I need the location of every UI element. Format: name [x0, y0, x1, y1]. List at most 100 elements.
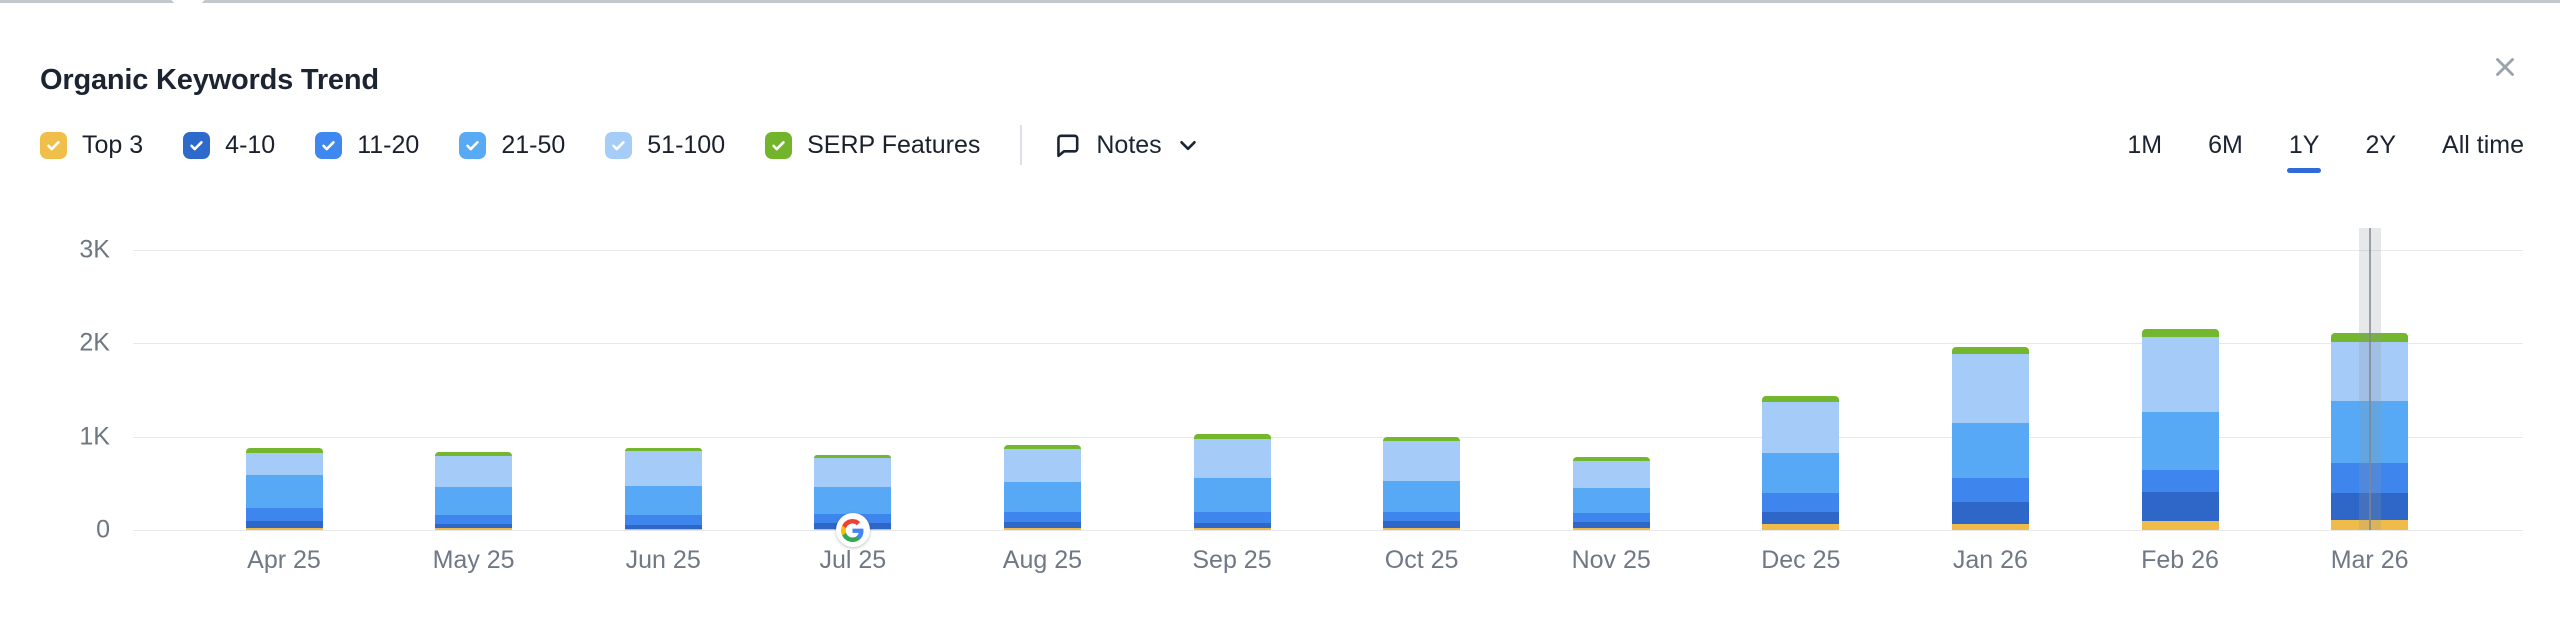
legend-label: SERP Features — [807, 130, 981, 159]
bar-may-25[interactable] — [435, 452, 513, 530]
time-range-1m[interactable]: 1M — [2127, 130, 2163, 159]
time-range-6m[interactable]: 6M — [2208, 130, 2243, 159]
bar-jun-25[interactable] — [624, 447, 702, 530]
checkbox-11-20[interactable] — [315, 131, 343, 159]
google-update-note-marker[interactable] — [835, 513, 870, 547]
hover-crosshair-line — [2368, 228, 2371, 530]
bar-segment-top-3 — [1572, 527, 1650, 530]
bar-segment-11-20 — [435, 515, 513, 524]
bar-segment-top-3 — [1951, 524, 2029, 530]
google-g-icon — [841, 518, 864, 542]
x-axis-tick-aug-25: Aug 25 — [1002, 546, 1083, 574]
legend-item-51-100[interactable]: 51-100 — [605, 131, 725, 160]
x-axis-tick-jan-26: Jan 26 — [1952, 546, 2028, 574]
tooltip-notch — [168, 0, 208, 17]
bar-segment-top-3 — [435, 528, 513, 530]
bar-segment-51-100 — [1762, 401, 1840, 453]
bar-segment-serp-features — [1572, 456, 1650, 461]
checkbox-21-50[interactable] — [459, 131, 487, 159]
notes-dropdown[interactable]: Notes — [1052, 130, 1200, 161]
bar-segment-4-10 — [245, 521, 323, 529]
check-icon — [466, 140, 480, 150]
bar-segment-51-100 — [2141, 336, 2219, 412]
bar-segment-11-20 — [1003, 511, 1081, 522]
legend-item-4-10[interactable]: 4-10 — [183, 131, 275, 160]
bar-segment-21-50 — [2141, 411, 2219, 471]
bar-segment-51-100 — [624, 451, 702, 487]
controls-row: Top 3 4-10 11-20 21-50 51-100 SERP Features N… — [40, 124, 2524, 173]
x-axis-tick-jul-25: Jul 25 — [819, 546, 887, 574]
bar-segment-51-100 — [1572, 460, 1650, 489]
legend-item-serp-features[interactable]: SERP Features — [765, 131, 980, 160]
chevron-down-icon — [1179, 140, 1196, 151]
chart: 0 1K 2K 3K Apr 25 May 25 Jun 25 Jul 25 Aug 25 Sep… — [0, 228, 2560, 621]
bar-segment-serp-features — [1762, 395, 1840, 402]
bar-segment-4-10 — [1951, 502, 2029, 525]
x-axis-tick-nov-25: Nov 25 — [1571, 546, 1651, 574]
bar-segment-4-10 — [435, 523, 513, 529]
check-icon — [322, 140, 335, 150]
bar-segment-serp-features — [435, 452, 513, 456]
legend-item-21-50[interactable]: 21-50 — [459, 131, 565, 160]
bar-aug-25[interactable] — [1003, 444, 1081, 530]
legend-divider — [1020, 125, 1023, 165]
check-icon — [190, 140, 203, 150]
bar-segment-serp-features — [2141, 328, 2219, 337]
bar-segment-51-100 — [1383, 441, 1461, 481]
bar-segment-4-10 — [624, 524, 702, 529]
time-range-2y[interactable]: 2Y — [2365, 130, 2397, 159]
close-button[interactable] — [2490, 52, 2520, 82]
bar-segment-11-20 — [245, 508, 323, 522]
bar-segment-11-20 — [1572, 512, 1650, 522]
gridline-1k — [133, 436, 2523, 438]
bar-segment-21-50 — [245, 475, 323, 509]
time-range-1y[interactable]: 1Y — [2286, 130, 2322, 173]
y-axis-tick: 1K — [79, 422, 110, 451]
gridline-0 — [133, 530, 2523, 531]
bar-segment-11-20 — [2141, 470, 2219, 493]
bar-segment-serp-features — [624, 447, 702, 452]
y-axis-tick: 2K — [79, 328, 110, 357]
legend-item-top-3[interactable]: Top 3 — [40, 131, 143, 160]
panel-top-border — [0, 0, 2560, 3]
bar-segment-21-50 — [1383, 480, 1461, 512]
bar-segment-4-10 — [1572, 521, 1650, 528]
bar-dec-25[interactable] — [1762, 395, 1840, 530]
time-range-all-time[interactable]: All time — [2442, 130, 2524, 159]
legend-label: 21-50 — [501, 130, 566, 159]
bar-segment-serp-features — [1193, 434, 1271, 439]
bar-segment-4-10 — [1762, 511, 1840, 525]
checkbox-top-3[interactable] — [40, 131, 67, 159]
bar-segment-top-3 — [1762, 524, 1840, 530]
x-axis-tick-jun-25: Jun 25 — [625, 546, 701, 574]
notes-label: Notes — [1096, 130, 1162, 159]
bar-segment-11-20 — [1951, 477, 2029, 503]
bar-nov-25[interactable] — [1572, 456, 1650, 530]
bar-segment-21-50 — [1193, 478, 1271, 512]
bar-segment-51-100 — [1003, 448, 1081, 482]
bar-segment-21-50 — [1003, 481, 1081, 512]
bar-segment-top-3 — [245, 528, 323, 530]
checkbox-51-100[interactable] — [605, 131, 633, 159]
page-title: Organic Keywords Trend — [40, 64, 379, 97]
checkbox-serp-features[interactable] — [765, 131, 793, 159]
x-axis-tick-apr-25: Apr 25 — [247, 546, 321, 574]
y-axis-tick: 0 — [96, 515, 110, 544]
legend-item-11-20[interactable]: 11-20 — [315, 131, 419, 160]
bar-oct-25[interactable] — [1383, 437, 1461, 530]
bar-segment-4-10 — [1193, 522, 1271, 528]
checkbox-4-10[interactable] — [183, 131, 211, 159]
bar-segment-51-100 — [245, 452, 323, 476]
bar-feb-26[interactable] — [2141, 328, 2219, 530]
gridline-3k — [133, 250, 2523, 252]
x-axis-tick-feb-26: Feb 26 — [2141, 546, 2219, 574]
time-range-selector: 1M 6M 1Y 2Y All time — [2127, 130, 2524, 173]
bar-sep-25[interactable] — [1193, 434, 1271, 530]
legend-label: 4-10 — [225, 130, 276, 159]
bar-apr-25[interactable] — [245, 448, 323, 530]
legend: Top 3 4-10 11-20 21-50 51-100 SERP Features N… — [40, 125, 1201, 165]
bar-segment-serp-features — [1003, 444, 1081, 449]
bar-jan-26[interactable] — [1951, 347, 2029, 530]
bar-segment-21-50 — [435, 487, 513, 516]
bar-segment-21-50 — [814, 486, 892, 515]
